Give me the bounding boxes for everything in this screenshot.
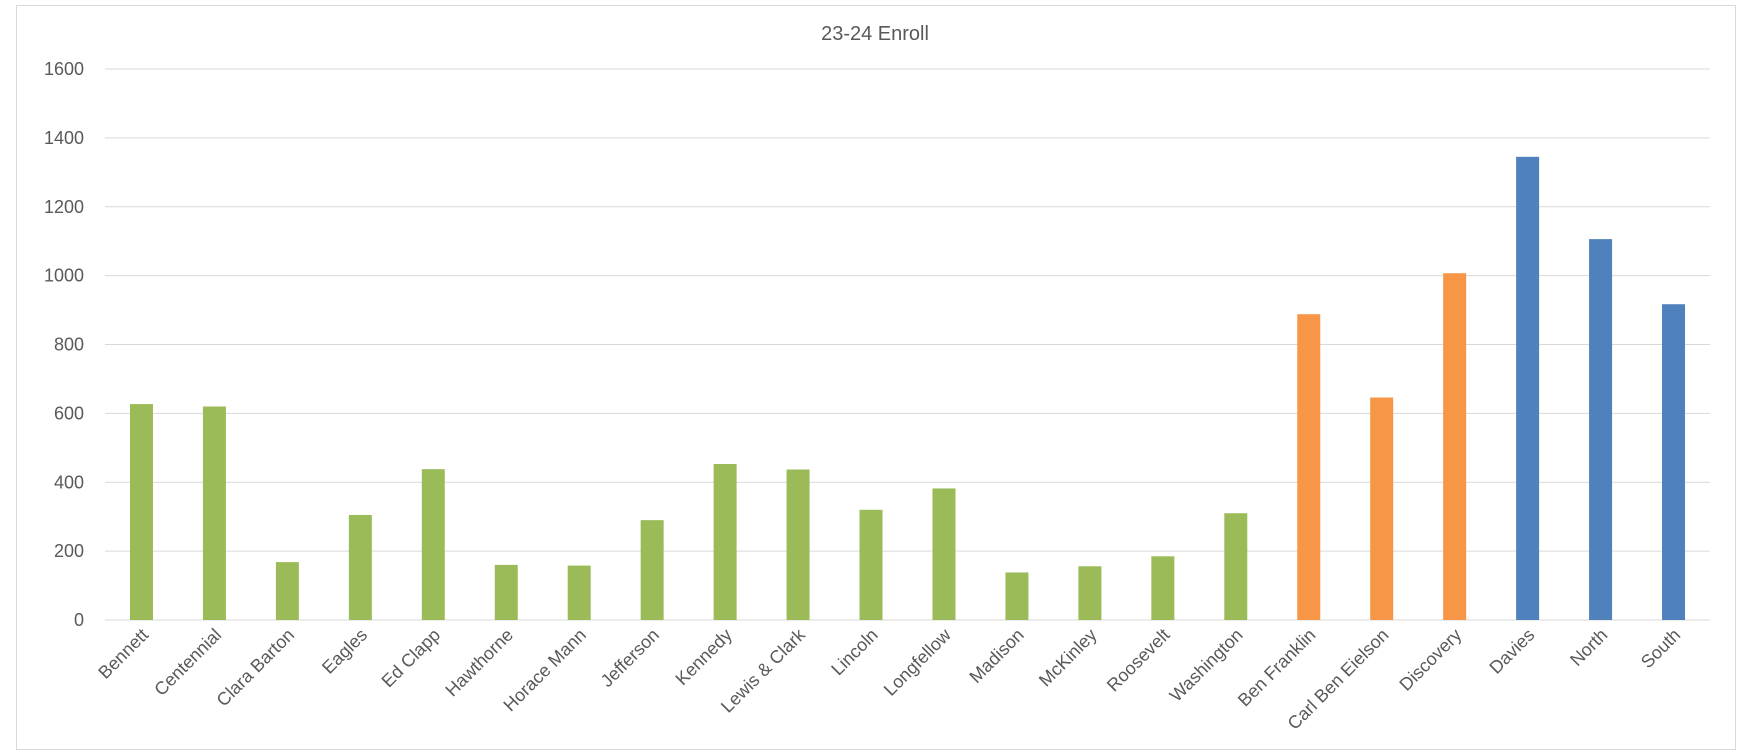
bar bbox=[932, 488, 956, 620]
bar bbox=[1151, 556, 1175, 620]
x-tick-label: Jefferson bbox=[597, 625, 663, 691]
y-tick-label: 1400 bbox=[44, 128, 84, 148]
bar bbox=[1370, 397, 1394, 620]
y-tick-label: 0 bbox=[74, 610, 84, 630]
x-tick-label: Discovery bbox=[1395, 625, 1465, 695]
x-tick-label: Centennial bbox=[150, 625, 225, 700]
bar bbox=[713, 463, 737, 620]
y-tick-label: 800 bbox=[54, 335, 84, 355]
y-tick-label: 1200 bbox=[44, 197, 84, 217]
y-tick-label: 1000 bbox=[44, 266, 84, 286]
chart-title: 23-24 Enroll bbox=[821, 23, 929, 45]
x-tick-label: North bbox=[1566, 625, 1611, 670]
x-tick-label: Lincoln bbox=[827, 625, 881, 679]
gridlines bbox=[105, 68, 1710, 621]
bar bbox=[1589, 239, 1613, 620]
bar bbox=[640, 520, 664, 620]
bar bbox=[859, 509, 883, 620]
bar bbox=[1662, 304, 1686, 620]
y-axis: 0 200 400 600 800 1000 1200 1400 1600 bbox=[44, 59, 84, 630]
bar bbox=[202, 406, 226, 620]
x-tick-label: Roosevelt bbox=[1103, 625, 1174, 696]
y-tick-label: 200 bbox=[54, 541, 84, 561]
bar bbox=[1516, 156, 1540, 621]
bar bbox=[494, 564, 518, 620]
y-tick-label: 400 bbox=[54, 472, 84, 492]
bar bbox=[348, 514, 372, 620]
y-tick-label: 1600 bbox=[44, 59, 84, 79]
bar bbox=[1005, 572, 1029, 620]
x-tick-label: Longfellow bbox=[880, 624, 956, 700]
x-tick-label: Kennedy bbox=[672, 625, 736, 689]
bar bbox=[1224, 513, 1248, 620]
bar bbox=[129, 404, 153, 620]
x-tick-label: Eagles bbox=[318, 625, 371, 678]
bar bbox=[275, 562, 299, 620]
x-tick-label: Clara Barton bbox=[213, 625, 299, 711]
bar bbox=[786, 469, 810, 620]
bar bbox=[1297, 314, 1321, 620]
bars bbox=[129, 156, 1686, 621]
x-tick-label: Davies bbox=[1485, 625, 1538, 678]
x-tick-label: Hawthorne bbox=[441, 625, 517, 701]
bar bbox=[567, 565, 591, 620]
x-tick-label: McKinley bbox=[1035, 625, 1101, 691]
x-tick-label: South bbox=[1637, 625, 1684, 672]
y-tick-label: 600 bbox=[54, 403, 84, 423]
x-tick-label: Washington bbox=[1166, 625, 1247, 706]
x-tick-label: Bennett bbox=[94, 625, 152, 683]
bar bbox=[421, 469, 445, 620]
x-tick-label: Madison bbox=[966, 625, 1028, 687]
bar bbox=[1443, 273, 1467, 620]
bar bbox=[1078, 566, 1102, 620]
x-tick-label: Ed Clapp bbox=[378, 625, 445, 692]
